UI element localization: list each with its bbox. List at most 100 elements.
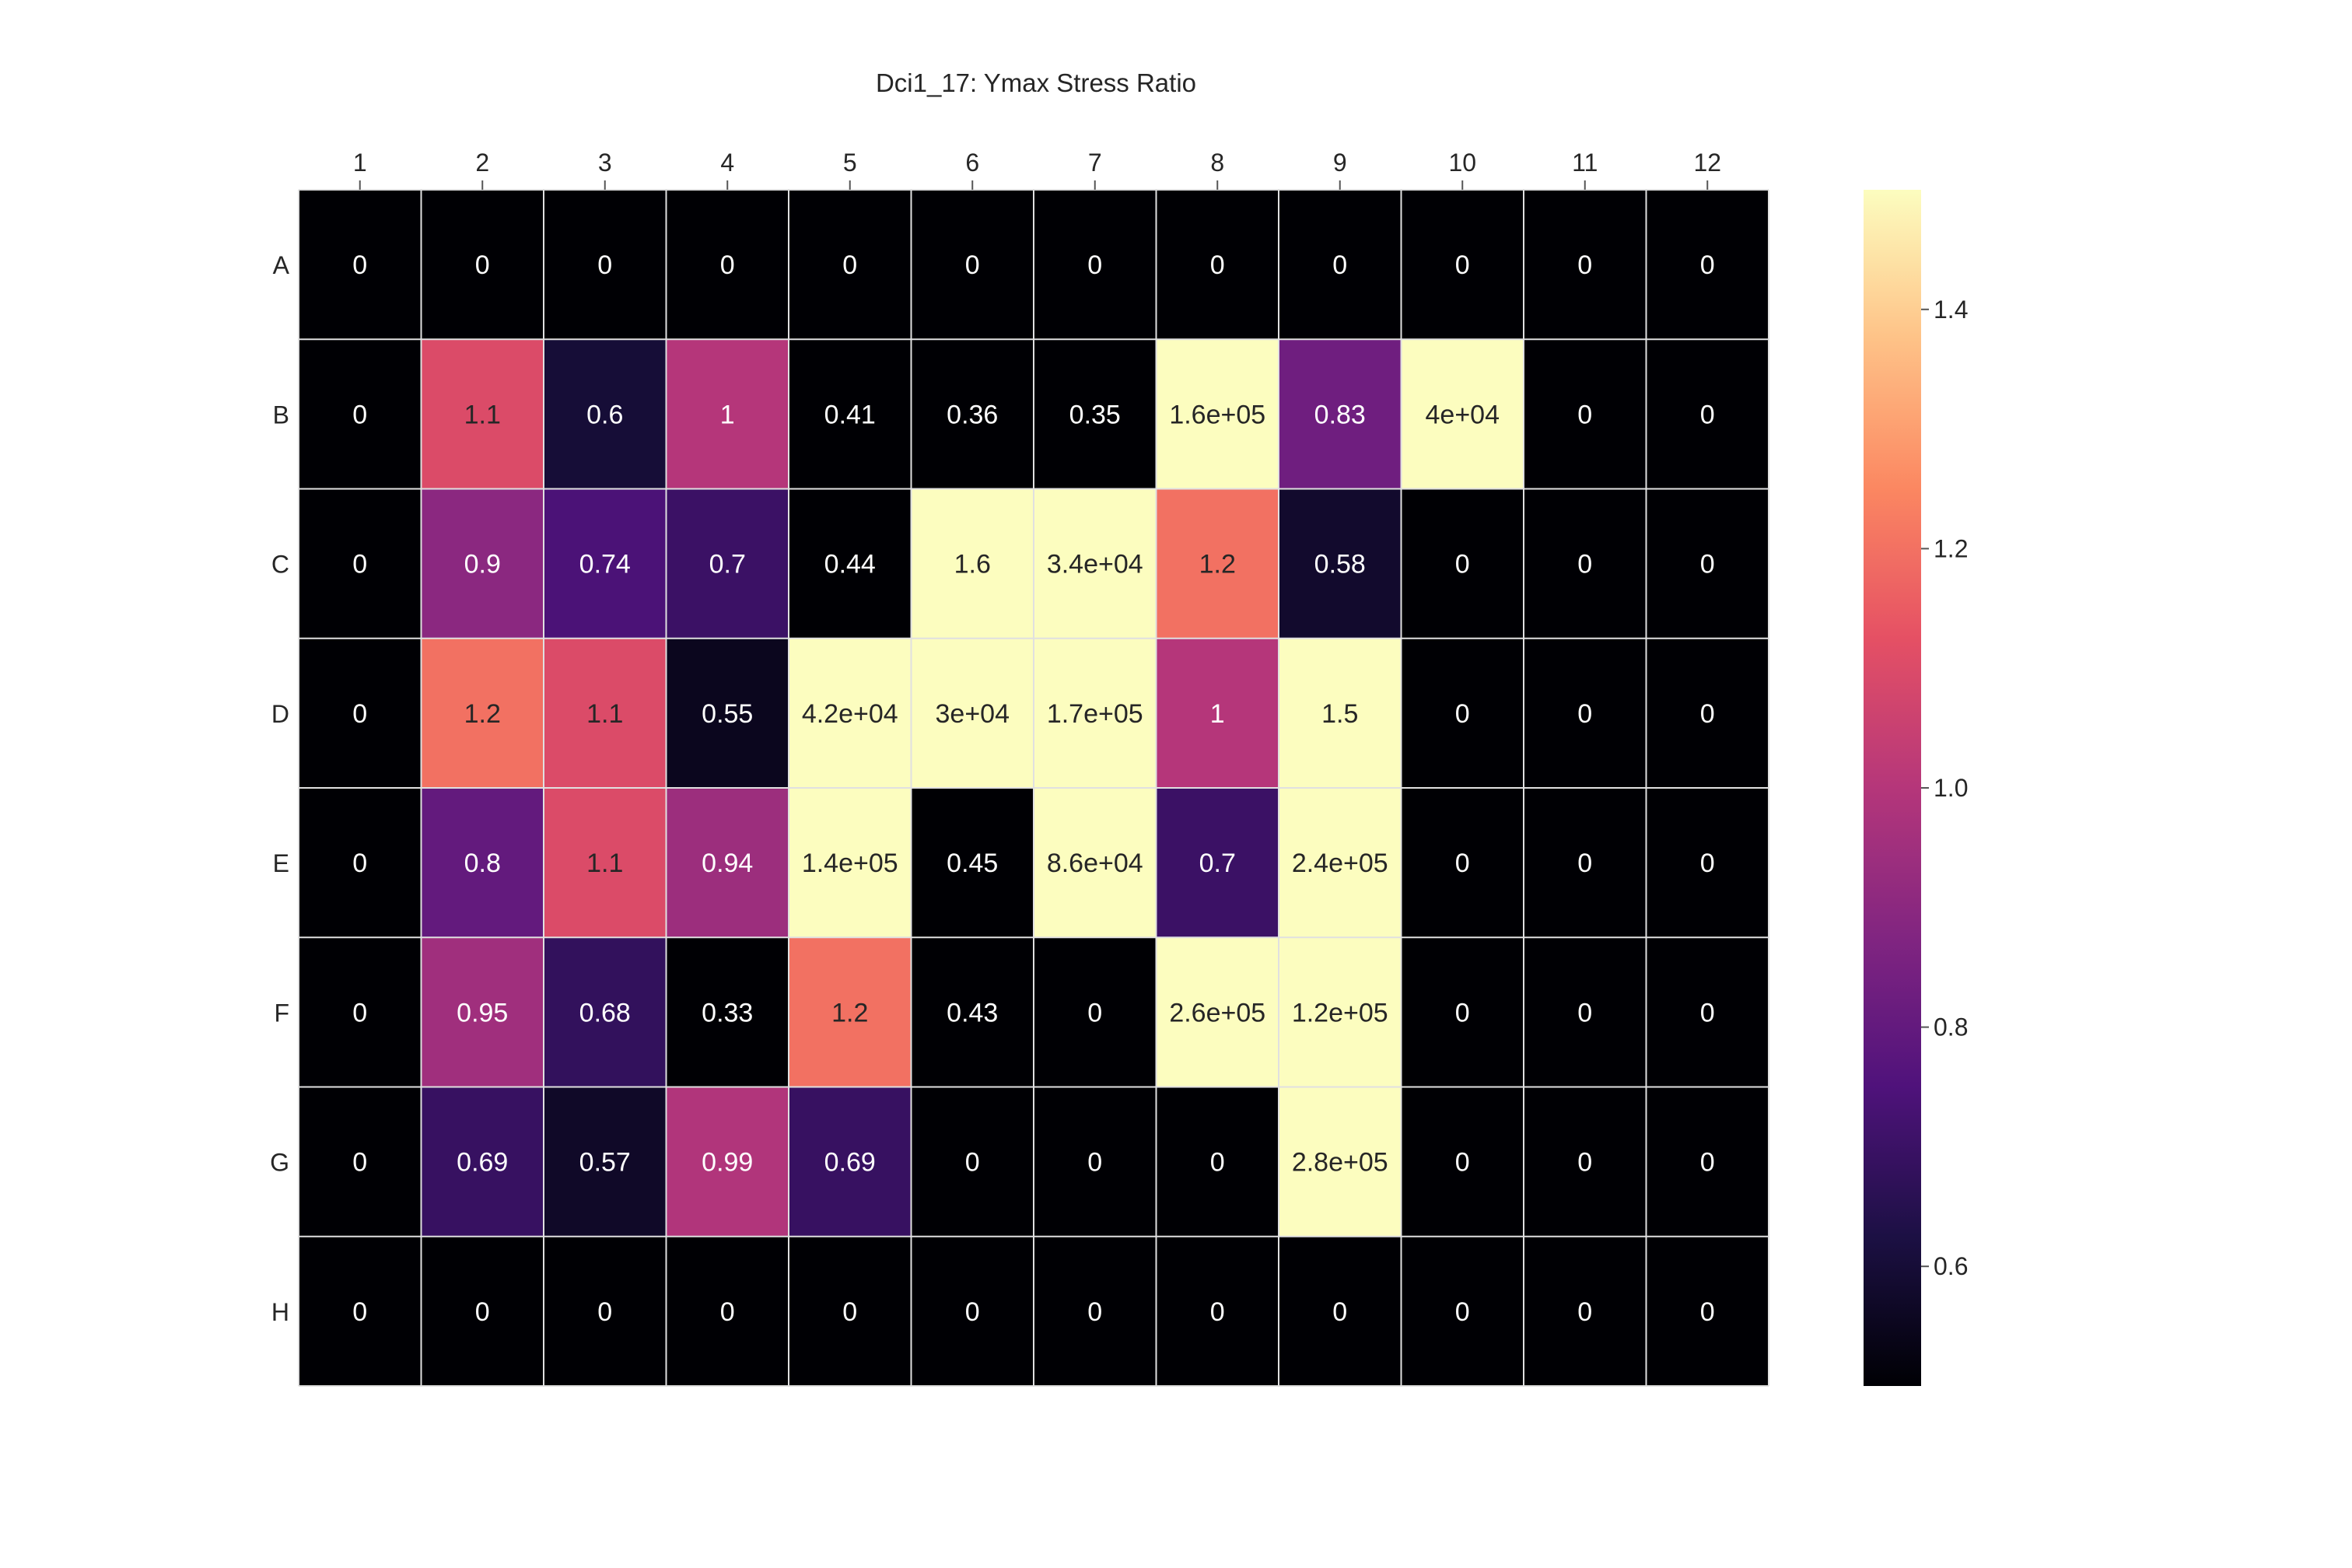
cell-value-label: 0 [1210, 1148, 1225, 1178]
cell-value-label: 0 [1700, 849, 1715, 878]
heatmap-cell-G1 [299, 1087, 422, 1237]
cell-value-label: 0.69 [824, 1148, 876, 1178]
cell-value-label: 0 [1700, 1148, 1715, 1178]
heatmap-cell-G6 [911, 1087, 1034, 1237]
cell-value-label: 0 [1455, 849, 1470, 878]
heatmap-cell-A9 [1279, 190, 1402, 340]
cell-value-label: 3.4e+04 [1047, 550, 1143, 579]
column-tick-label: 12 [1693, 149, 1721, 177]
heatmap-cell-A5 [789, 190, 912, 340]
chart-title: Dci1_17: Ymax Stress Ratio [876, 68, 1196, 97]
heatmap-cell-G10 [1401, 1087, 1524, 1237]
heatmap-cell-F2 [421, 937, 544, 1087]
column-tick-labels: 1 2 3 4 5 6 7 8 9 10 11 12 [353, 149, 1721, 190]
cell-value-label: 0 [475, 1297, 490, 1327]
heatmap-cell-E10 [1401, 788, 1524, 938]
cell-value-label: 0 [1577, 400, 1592, 429]
cell-value-label: 0 [720, 250, 735, 280]
row-tick-label: E [273, 849, 289, 877]
cell-value-label: 0.58 [1314, 550, 1366, 579]
cell-value-label: 0.69 [457, 1148, 508, 1178]
heatmap-cell-C12 [1646, 488, 1769, 639]
colorbar-gradient [1864, 190, 1921, 1386]
heatmap-cell-G9 [1279, 1087, 1402, 1237]
cell-value-label: 0 [1087, 998, 1102, 1027]
heatmap-cell-G5 [789, 1087, 912, 1237]
heatmap-cell-F10 [1401, 937, 1524, 1087]
cell-value-label: 0 [1455, 550, 1470, 579]
cell-value-label: 2.6e+05 [1169, 998, 1265, 1027]
cell-value-label: 0 [1087, 250, 1102, 280]
heatmap-cell-F7 [1034, 937, 1157, 1087]
heatmap-cell-D2 [421, 638, 544, 788]
heatmap-cell-C9 [1279, 488, 1402, 639]
row-tick-label: B [273, 401, 289, 429]
heatmap-cell-H4 [666, 1236, 789, 1386]
row-tick-label: G [270, 1149, 289, 1177]
cell-value-label: 0 [1700, 250, 1715, 280]
cell-value-label: 1.6e+05 [1169, 400, 1265, 429]
cell-value-label: 0 [1087, 1148, 1102, 1178]
heatmap-cell-B5 [789, 339, 912, 489]
heatmap-cell-D7 [1034, 638, 1157, 788]
row-tick-label: A [273, 251, 290, 279]
column-tick-label: 10 [1448, 149, 1476, 177]
heatmap-cell-D9 [1279, 638, 1402, 788]
cell-value-label: 0 [352, 998, 367, 1027]
cell-value-label: 0 [842, 250, 857, 280]
cell-value-label: 0 [352, 550, 367, 579]
heatmap-grid [298, 189, 1769, 1387]
colorbar-tick-label: 1.2 [1934, 534, 1968, 562]
cell-value-label: 0 [352, 849, 367, 878]
cell-value-label: 0 [1332, 250, 1347, 280]
heatmap-cell-C10 [1401, 488, 1524, 639]
heatmap-cell-C11 [1524, 488, 1647, 639]
heatmap-cell-F5 [789, 937, 912, 1087]
row-tick-label: D [271, 700, 289, 728]
heatmap-cell-B6 [911, 339, 1034, 489]
cell-value-label: 0 [352, 400, 367, 429]
heatmap-cell-H10 [1401, 1236, 1524, 1386]
heatmap-cell-F6 [911, 937, 1034, 1087]
heatmap-cell-H7 [1034, 1236, 1157, 1386]
cell-value-label: 1.7e+05 [1047, 699, 1143, 729]
heatmap-cell-B2 [421, 339, 544, 489]
cell-value-label: 1.1 [586, 849, 623, 878]
cell-value-label: 0.6 [586, 400, 623, 429]
cell-value-label: 0.33 [702, 998, 753, 1027]
cell-value-label: 0 [1455, 250, 1470, 280]
column-tick-label: 5 [843, 149, 857, 177]
heatmap-cell-F11 [1524, 937, 1647, 1087]
cell-value-label: 0 [965, 1148, 980, 1178]
heatmap-cell-H3 [544, 1236, 667, 1386]
cell-value-label: 1.1 [464, 400, 501, 429]
heatmap-cell-D5 [789, 638, 912, 788]
heatmap-cell-C5 [789, 488, 912, 639]
heatmap-cell-B1 [299, 339, 422, 489]
heatmap-cell-D4 [666, 638, 789, 788]
heatmap-cell-E9 [1279, 788, 1402, 938]
cell-value-label: 0 [352, 1297, 367, 1327]
heatmap-cell-B11 [1524, 339, 1647, 489]
cell-value-label: 0.99 [702, 1148, 753, 1178]
heatmap-cell-B4 [666, 339, 789, 489]
cell-value-label: 0 [1455, 1297, 1470, 1327]
colorbar-tick-label: 1.0 [1934, 774, 1968, 802]
cell-value-label: 0.7 [1199, 849, 1236, 878]
row-tick-label: H [271, 1298, 289, 1326]
cell-value-label: 0 [1210, 1297, 1225, 1327]
heatmap-cell-H9 [1279, 1236, 1402, 1386]
heatmap-cell-D10 [1401, 638, 1524, 788]
heatmap-cell-H5 [789, 1236, 912, 1386]
heatmap-cell-D1 [299, 638, 422, 788]
heatmap-cell-H1 [299, 1236, 422, 1386]
cell-value-label: 0 [1700, 699, 1715, 729]
heatmap-cell-C3 [544, 488, 667, 639]
cell-value-label: 3e+04 [936, 699, 1010, 729]
cell-value-label: 0 [1700, 998, 1715, 1027]
cell-value-label: 0 [1577, 250, 1592, 280]
cell-value-label: 0 [1577, 550, 1592, 579]
cell-value-label: 0.36 [947, 400, 998, 429]
heatmap-cell-D12 [1646, 638, 1769, 788]
